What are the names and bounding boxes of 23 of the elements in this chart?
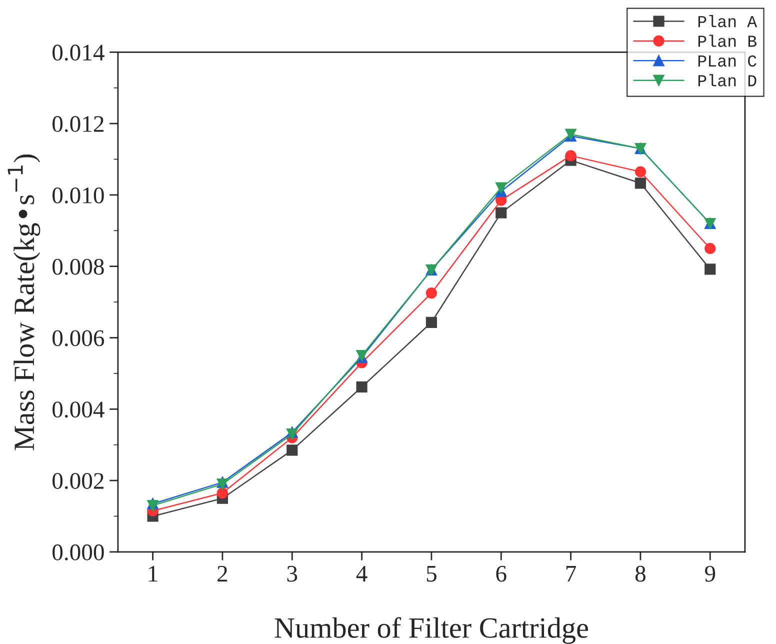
- y-tick-label: 0.000: [52, 544, 104, 560]
- y-axis-title: Mass Flow Rate(kg•s$^{−1}$): [8, 154, 40, 450]
- legend-label: Plan A: [698, 15, 758, 28]
- x-tick-label: 2: [218, 566, 228, 582]
- x-tick-label: 7: [566, 566, 576, 582]
- x-tick-label: 5: [426, 566, 436, 582]
- y-tick-label: 0.010: [52, 187, 104, 204]
- legend-label: Plan B: [698, 34, 756, 47]
- legend-label: Plan D: [698, 74, 756, 86]
- x-tick-label: 4: [356, 566, 368, 582]
- y-tick-label: 0.004: [52, 402, 104, 418]
- x-tick-label: 9: [704, 566, 716, 582]
- y-tick-label: 0.002: [52, 473, 104, 490]
- legend-label: PLan C: [698, 55, 756, 67]
- y-tick-label: 0.008: [52, 258, 104, 275]
- y-tick-label: 0.006: [52, 330, 104, 346]
- x-tick-label: 3: [287, 566, 298, 582]
- x-tick-label: 1: [148, 566, 158, 582]
- y-tick-label: 0.012: [52, 116, 104, 132]
- y-tick-label: 0.014: [52, 44, 104, 61]
- x-axis-title: Number of Filter Cartridge: [274, 617, 588, 644]
- x-tick-label: 8: [635, 566, 646, 582]
- x-tick-label: 6: [496, 566, 506, 582]
